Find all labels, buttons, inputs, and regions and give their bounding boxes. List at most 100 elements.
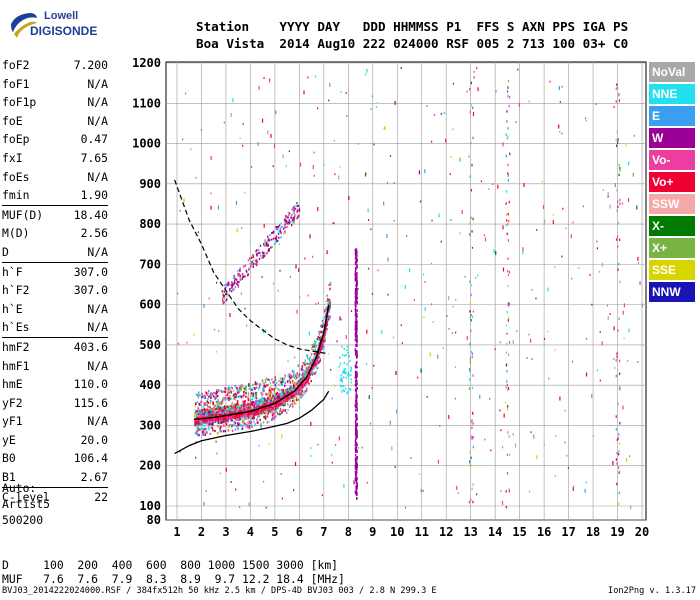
echo-point	[318, 343, 320, 346]
echo-point	[242, 400, 244, 404]
echo-point	[201, 430, 204, 434]
trace-point	[305, 381, 308, 384]
echo-point	[313, 358, 316, 361]
streak-point	[472, 500, 474, 504]
echo-point	[316, 348, 319, 351]
echo-point	[195, 412, 197, 416]
noise-point	[229, 312, 231, 317]
noise-point	[507, 274, 510, 276]
streak-point	[619, 167, 621, 170]
echo-point	[290, 389, 292, 392]
noise-point	[564, 441, 566, 444]
second-hop-point	[261, 251, 264, 254]
echo-point	[234, 397, 236, 400]
echo-point	[228, 411, 230, 414]
echo-point	[249, 404, 252, 407]
echo-point	[228, 424, 230, 427]
echo-point	[308, 382, 310, 385]
echo-point	[294, 395, 297, 398]
noise-point	[268, 420, 270, 423]
echo-point	[314, 339, 316, 343]
interference-point	[356, 443, 358, 446]
trace-point	[203, 416, 205, 419]
noise-point	[369, 422, 372, 425]
second-hop-point	[252, 263, 255, 266]
noise-point	[632, 172, 634, 177]
param-label: fmin	[2, 188, 30, 203]
echo-point	[215, 401, 218, 404]
noise-point	[500, 429, 502, 432]
streak-point	[469, 175, 471, 178]
y-tick-label: 1100	[132, 96, 161, 110]
x-tick-label: 6	[296, 525, 303, 539]
noise-point	[344, 387, 347, 390]
interference-point	[355, 491, 357, 495]
noise-point	[343, 362, 346, 365]
noise-point	[448, 296, 450, 301]
streak-point	[471, 355, 473, 359]
echo-point	[222, 411, 225, 415]
streak-point	[619, 198, 621, 202]
echo-point	[273, 388, 275, 391]
noise-point	[333, 222, 335, 225]
trace-point	[257, 409, 259, 412]
echo-point	[213, 406, 215, 409]
echo-point	[328, 310, 331, 313]
trace-point	[201, 419, 204, 422]
streak-point	[507, 174, 509, 177]
trace-point	[305, 378, 308, 381]
echo-point	[254, 396, 257, 399]
noise-point	[361, 446, 363, 449]
noise-point	[272, 282, 275, 285]
second-hop-point	[275, 237, 278, 240]
trace-point	[195, 420, 198, 423]
echo-point	[197, 429, 199, 432]
echo-point	[266, 397, 268, 401]
interference-point	[356, 468, 358, 471]
noise-point	[223, 284, 225, 287]
noise-point	[554, 266, 556, 269]
trace-point	[317, 356, 319, 359]
second-hop-point	[256, 249, 258, 252]
noise-point	[466, 90, 468, 93]
streak-point	[616, 355, 619, 359]
echo-point	[265, 400, 267, 403]
autoscaling-info: Auto: Artist5 500200	[2, 480, 50, 528]
noise-point	[336, 340, 338, 343]
streak-point	[471, 419, 473, 422]
noise-point	[528, 490, 531, 493]
echo-point	[210, 409, 212, 412]
echo-point	[273, 415, 276, 418]
echo-point	[280, 383, 283, 386]
trace-point	[253, 410, 256, 413]
echo-point	[291, 397, 294, 400]
noise-point	[426, 105, 428, 107]
echo-point	[215, 393, 217, 396]
x-tick-label: 16	[537, 525, 551, 539]
echo-point	[324, 309, 326, 312]
streak-point	[616, 238, 618, 241]
echo-point	[318, 333, 321, 336]
streak-point	[507, 86, 509, 89]
echo-point	[237, 395, 240, 398]
noise-point	[472, 111, 475, 116]
trace-point	[202, 420, 204, 423]
echo-point	[216, 405, 219, 408]
second-hop-point	[263, 243, 265, 246]
echo-point	[240, 416, 243, 419]
echo-point	[275, 381, 278, 385]
echo-point	[303, 363, 305, 366]
noise-point	[373, 143, 375, 146]
noise-point	[595, 103, 597, 106]
trace-point	[289, 395, 291, 398]
echo-point	[290, 374, 292, 378]
echo-point	[289, 381, 292, 384]
echo-point	[327, 300, 330, 303]
param-label: foF1	[2, 76, 30, 91]
echo-point	[221, 410, 224, 413]
echo-point	[227, 391, 229, 394]
echo-point	[281, 410, 283, 413]
noise-point	[350, 366, 352, 369]
second-hop-point	[280, 222, 282, 225]
interference-point	[356, 407, 358, 410]
